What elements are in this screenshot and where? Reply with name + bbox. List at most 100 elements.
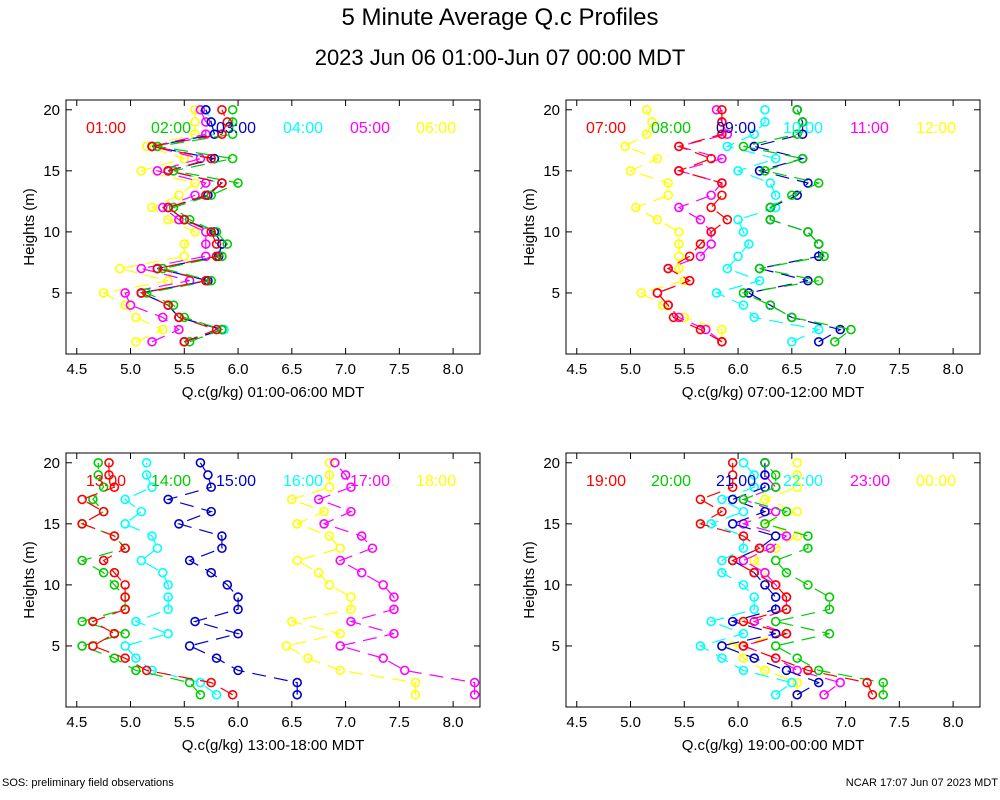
data-point <box>211 251 222 262</box>
data-point <box>803 531 813 541</box>
legend-entry: 14:00 <box>151 473 191 490</box>
data-point <box>77 519 87 529</box>
data-point <box>157 202 168 213</box>
y-axis-label: Heights (m) <box>521 541 538 619</box>
data-point <box>195 677 206 688</box>
series-line <box>123 462 217 696</box>
data-point <box>760 470 770 480</box>
data-point <box>738 288 749 298</box>
data-point <box>141 457 152 468</box>
data-point <box>738 457 749 468</box>
x-axis-label: Q.c(g/kg) 01:00-06:00 MDT <box>182 384 365 401</box>
y-tick-label: 5 <box>52 285 60 302</box>
series-1300 <box>77 457 238 700</box>
data-point <box>781 531 792 541</box>
data-point <box>717 653 727 663</box>
data-point <box>120 604 130 615</box>
data-point <box>695 494 706 505</box>
data-point <box>835 677 846 688</box>
data-point <box>227 689 238 700</box>
y-axis-label: Heights (m) <box>521 188 538 266</box>
y-tick-label: 5 <box>52 638 60 655</box>
legend-entry: 00:00 <box>916 473 956 490</box>
series-line <box>166 462 298 695</box>
data-point <box>179 251 190 262</box>
data-point <box>738 616 749 627</box>
data-point <box>717 494 727 505</box>
data-point <box>410 689 421 700</box>
data-point <box>663 178 673 188</box>
data-point <box>803 275 813 286</box>
data-point <box>157 312 168 323</box>
series-line <box>719 462 821 696</box>
data-point <box>792 506 802 517</box>
x-tick-label: 7.0 <box>335 361 356 378</box>
data-point <box>803 543 813 554</box>
data-point <box>717 190 727 201</box>
legend-entry: 11:00 <box>850 120 889 137</box>
data-point <box>98 567 109 578</box>
data-point <box>722 263 733 274</box>
data-point <box>749 470 759 480</box>
y-tick-label: 15 <box>543 516 560 533</box>
series-1600 <box>120 457 222 700</box>
y-tick-label: 15 <box>43 516 60 533</box>
data-point <box>184 555 195 566</box>
data-point <box>319 519 329 529</box>
data-point <box>674 141 684 152</box>
data-point <box>163 214 173 225</box>
data-point <box>163 592 173 602</box>
data-point <box>184 641 195 651</box>
data-point <box>281 641 292 651</box>
data-point <box>378 653 389 663</box>
x-tick-label: 6.5 <box>281 714 302 731</box>
legend-entry: 18:00 <box>416 473 456 490</box>
data-point <box>120 592 130 602</box>
data-point <box>141 665 152 676</box>
data-point <box>738 494 749 505</box>
x-tick-label: 8.0 <box>943 361 964 378</box>
data-point <box>292 519 302 529</box>
data-point <box>781 604 792 615</box>
data-point <box>211 653 222 663</box>
data-point <box>770 506 781 517</box>
legend-entry: 09:00 <box>716 120 756 137</box>
data-point <box>706 227 716 237</box>
data-point <box>717 153 727 164</box>
legend-entry: 19:00 <box>586 473 626 490</box>
data-point <box>717 567 727 578</box>
data-point <box>200 275 211 286</box>
data-point <box>109 567 120 578</box>
series-2100 <box>717 457 824 700</box>
x-tick-label: 7.0 <box>835 361 856 378</box>
data-point <box>813 178 824 188</box>
data-point <box>163 494 173 505</box>
data-point <box>233 178 243 188</box>
data-point <box>652 153 663 164</box>
series-line <box>714 109 821 343</box>
plot-frame <box>65 99 481 355</box>
data-point <box>356 531 367 541</box>
x-tick-label: 5.5 <box>174 361 195 378</box>
x-tick-label: 6.5 <box>281 361 302 378</box>
data-point <box>227 117 238 127</box>
data-point <box>813 324 824 335</box>
data-point <box>679 312 690 323</box>
x-tick-label: 8.0 <box>443 361 464 378</box>
data-point <box>792 677 802 688</box>
data-point <box>727 616 738 627</box>
data-point <box>200 104 211 115</box>
data-point <box>217 104 227 115</box>
data-point <box>335 628 346 639</box>
data-point <box>147 336 157 347</box>
legend-entry: 03:00 <box>216 120 256 137</box>
data-point <box>206 153 216 164</box>
data-point <box>217 178 227 188</box>
data-point <box>781 567 792 578</box>
data-point <box>131 665 141 676</box>
data-point <box>695 239 706 249</box>
data-point <box>663 300 673 310</box>
data-point <box>109 580 120 590</box>
data-point <box>770 628 781 639</box>
x-tick-label: 6.0 <box>228 714 249 731</box>
